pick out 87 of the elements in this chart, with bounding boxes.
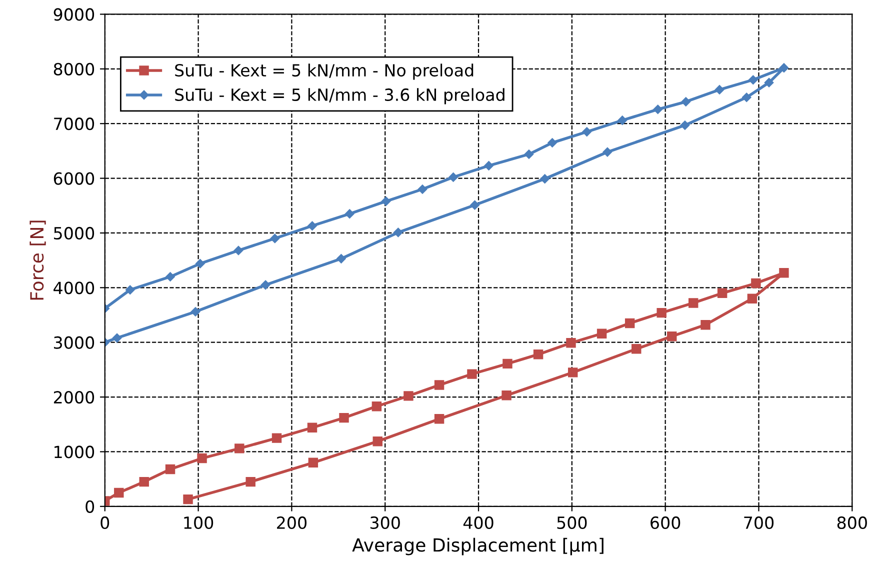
point <box>234 246 244 256</box>
point <box>742 92 752 102</box>
point <box>714 85 724 94</box>
point <box>114 488 124 498</box>
point <box>183 494 193 504</box>
point <box>381 196 391 206</box>
point <box>533 350 544 360</box>
point <box>568 368 578 378</box>
y-tick-label: 2000 <box>54 391 94 404</box>
point <box>336 254 346 264</box>
point <box>681 97 691 106</box>
x-tick-label: 700 <box>744 516 774 530</box>
y-tick-label: 0 <box>86 500 94 513</box>
point <box>372 401 382 412</box>
point <box>751 278 761 288</box>
x-tick-label: 400 <box>463 516 494 530</box>
point <box>166 272 175 282</box>
point <box>196 258 205 268</box>
point <box>448 172 458 182</box>
x-axis-title: Average Displacement [µm] <box>352 538 604 556</box>
point <box>688 298 698 308</box>
legend-label: SuTu - Kext = 5 kN/mm - No preload <box>175 64 474 80</box>
point <box>748 75 758 84</box>
point <box>540 174 550 184</box>
y-tick-label: 4000 <box>54 282 94 294</box>
y-tick-label: 1000 <box>54 446 94 458</box>
point <box>470 200 480 210</box>
point <box>566 338 576 348</box>
legend-label: SuTu - Kext = 5 kN/mm - 3.6 kN preload <box>175 88 504 104</box>
point <box>165 464 176 474</box>
point <box>197 453 207 464</box>
y-tick-label: 6000 <box>54 172 94 185</box>
point <box>344 209 354 218</box>
point <box>112 333 122 343</box>
point <box>272 433 282 443</box>
point <box>717 288 728 298</box>
point <box>308 458 318 468</box>
point <box>260 280 270 290</box>
point <box>434 414 444 424</box>
point <box>190 307 200 316</box>
point <box>764 78 774 88</box>
point <box>656 308 666 318</box>
point <box>307 422 318 433</box>
y-axis-title: Force [N] <box>30 220 46 300</box>
point <box>700 320 710 330</box>
point <box>524 150 534 159</box>
point <box>246 476 256 487</box>
x-tick-label: 100 <box>184 516 214 530</box>
x-tick-label: 200 <box>277 516 306 530</box>
x-tick-label: 800 <box>837 516 867 530</box>
point <box>618 116 627 125</box>
point <box>394 228 403 238</box>
point <box>139 476 149 487</box>
y-tick-label: 9000 <box>54 8 94 21</box>
point <box>404 391 414 401</box>
point <box>372 436 382 446</box>
x-tick-label: 500 <box>557 516 587 530</box>
point <box>234 444 244 454</box>
point <box>653 104 662 114</box>
y-tick-label: 5000 <box>54 226 94 240</box>
y-tick-label: 3000 <box>54 336 94 349</box>
x-tick-label: 300 <box>370 516 400 530</box>
point <box>339 412 349 423</box>
point <box>747 294 758 304</box>
point <box>308 221 317 230</box>
y-tick-label: 7000 <box>54 118 94 130</box>
x-tick-label: 600 <box>650 516 680 530</box>
point <box>125 285 135 294</box>
point <box>779 268 789 278</box>
y-tick-label: 8000 <box>54 62 94 76</box>
point <box>434 380 444 390</box>
point <box>548 138 557 148</box>
point <box>667 331 677 342</box>
point <box>502 390 512 400</box>
point <box>624 318 635 328</box>
point <box>418 184 428 194</box>
x-tick-label: 0 <box>100 516 110 530</box>
point <box>484 161 494 170</box>
point <box>596 328 607 338</box>
point <box>270 234 280 244</box>
point <box>632 344 642 354</box>
point <box>680 120 690 130</box>
point <box>582 127 592 136</box>
point <box>502 358 512 369</box>
point <box>602 147 612 157</box>
point <box>467 369 477 379</box>
point <box>779 63 789 72</box>
